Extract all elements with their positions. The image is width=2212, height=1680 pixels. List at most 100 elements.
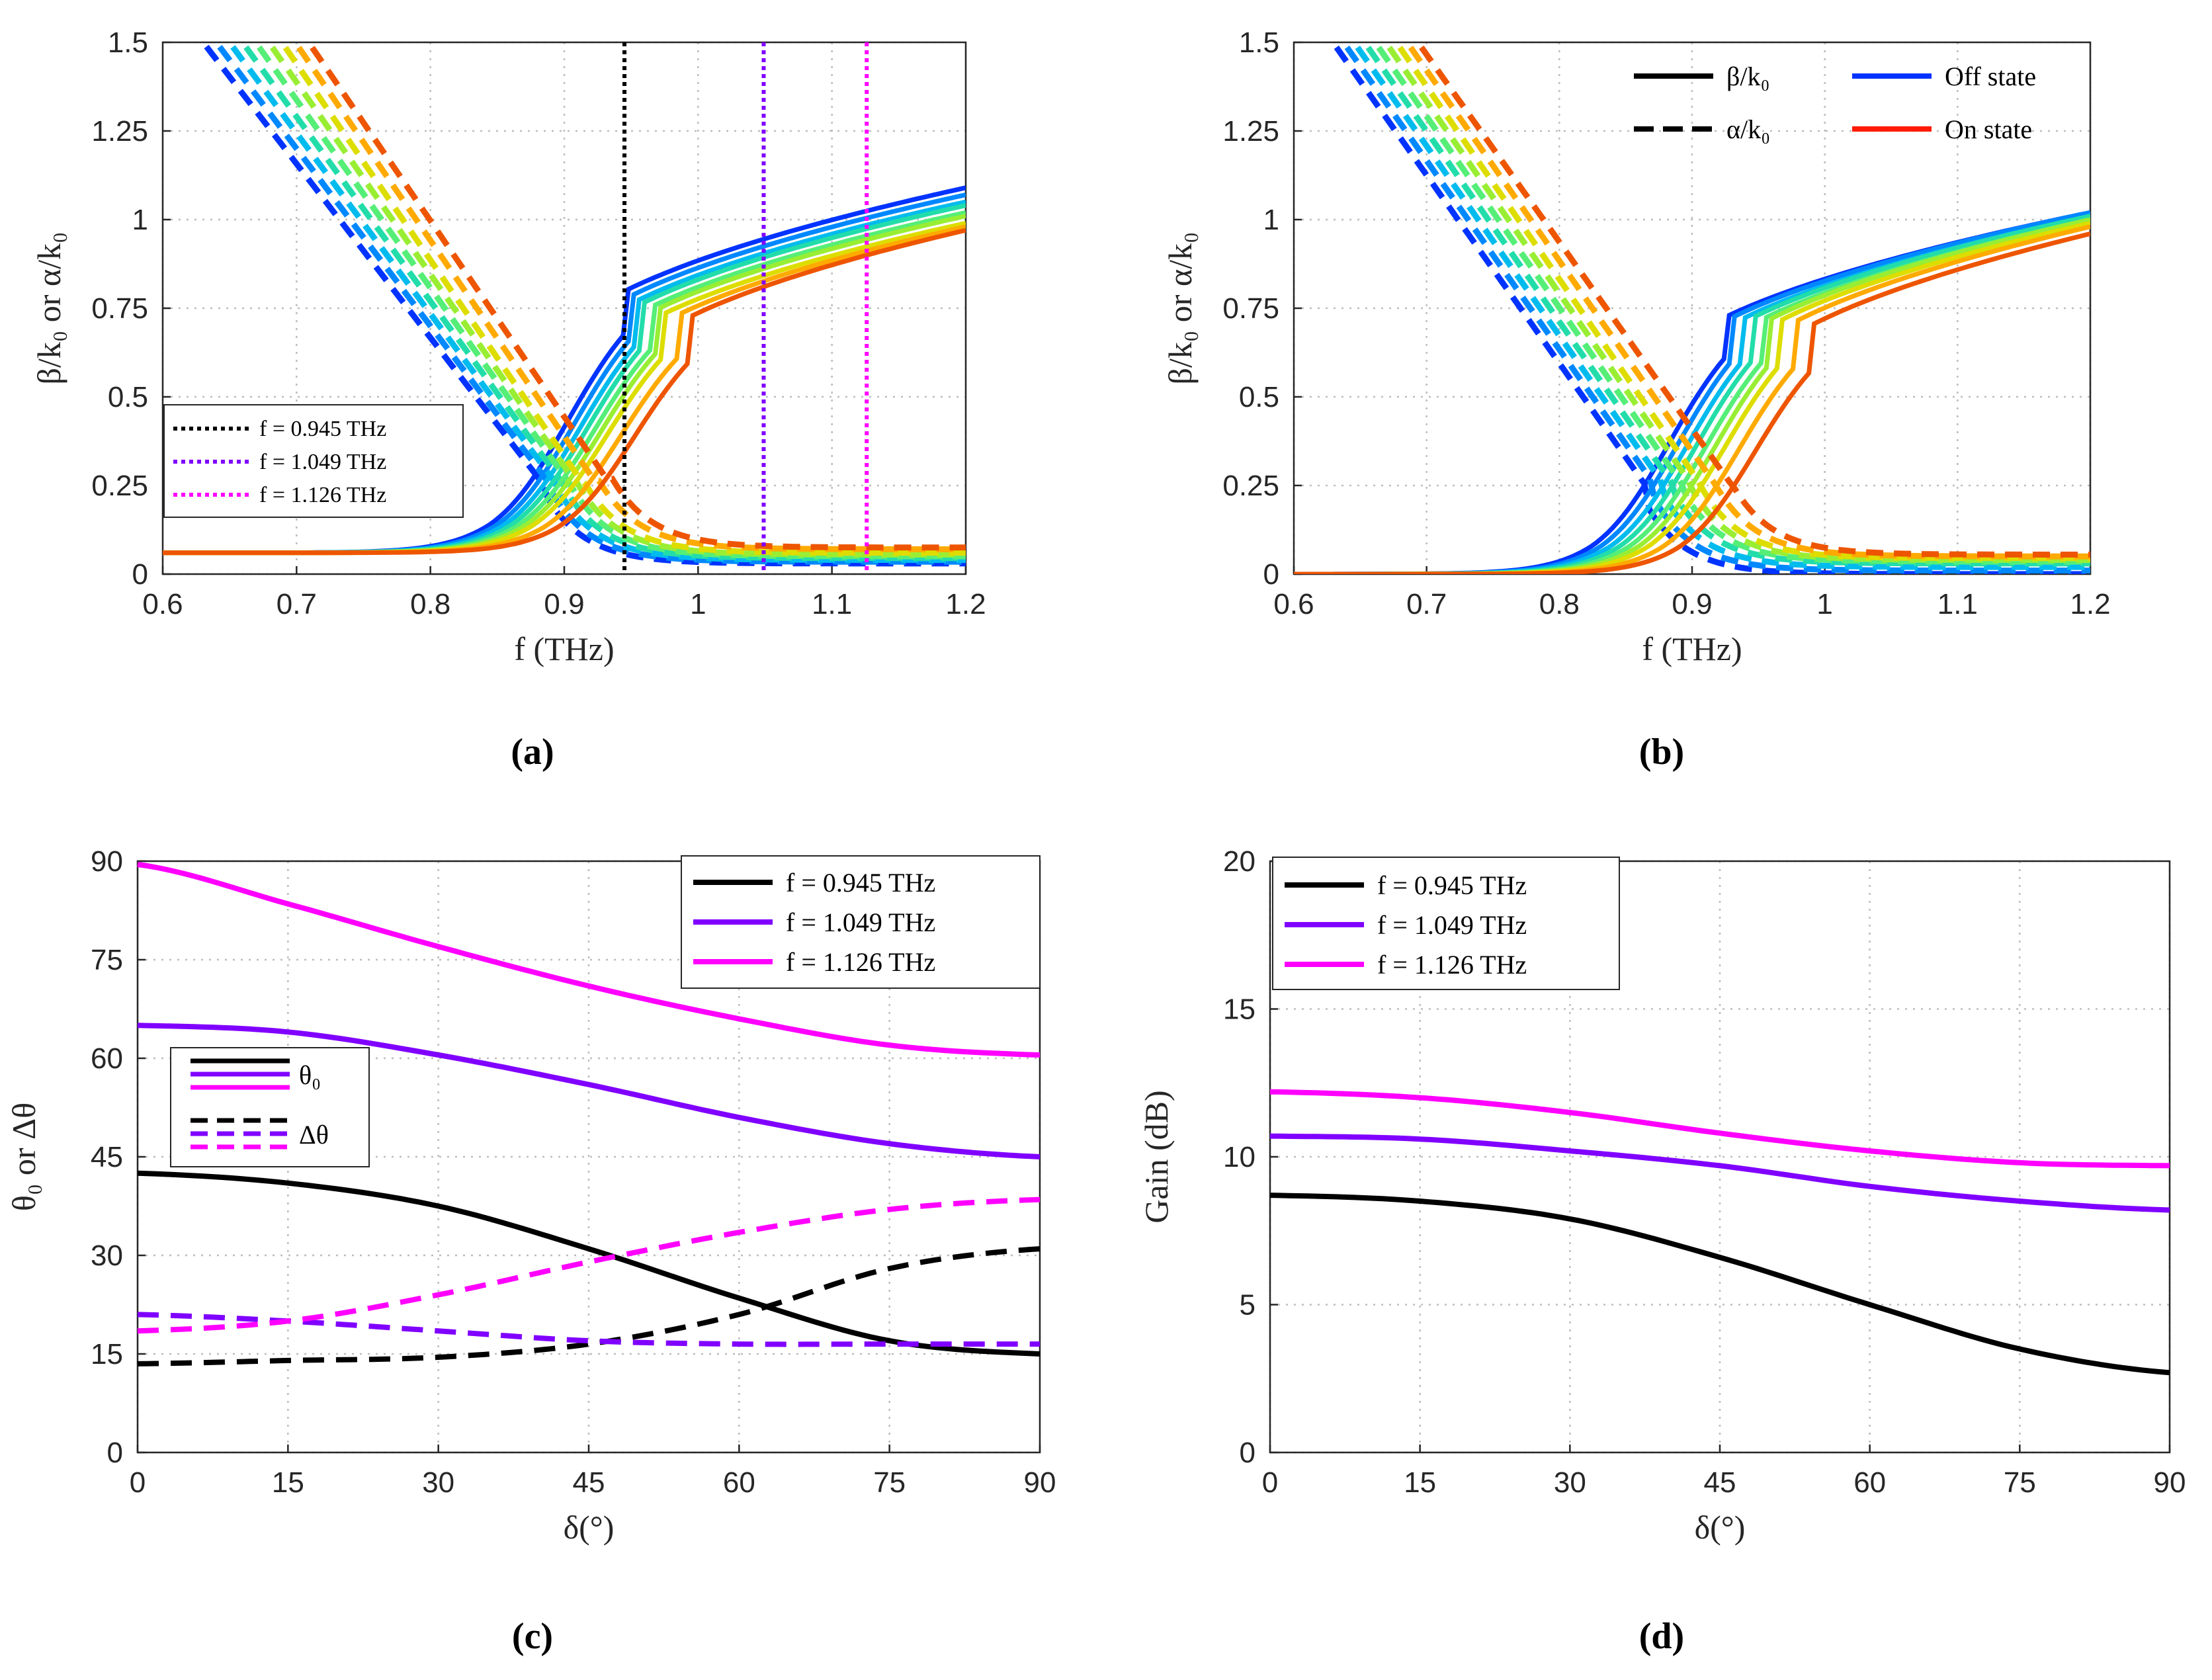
x-tick-label: 0.9 — [544, 588, 584, 620]
x-tick-label: 15 — [1404, 1466, 1436, 1499]
x-tick-label: 90 — [1024, 1466, 1056, 1499]
plot-frame — [161, 41, 967, 575]
legend-label: f = 1.049 THz — [259, 450, 386, 474]
alpha-curve-3 — [226, 42, 966, 564]
legend-label: On state — [1945, 114, 2032, 144]
y-tick-label: 15 — [91, 1338, 123, 1370]
y-tick-label: 15 — [1223, 993, 1255, 1026]
series-line-1 — [137, 1170, 1041, 1357]
x-tick-label: 0 — [130, 1466, 146, 1499]
alpha-curve-3 — [1350, 42, 2090, 570]
y-tick-label: 30 — [91, 1239, 123, 1272]
y-tick-label: 0.5 — [108, 381, 148, 413]
alpha-curve-6 — [1382, 42, 2090, 564]
plot-frame — [1293, 41, 2092, 575]
x-tick-label: 30 — [1554, 1466, 1586, 1499]
x-tick-label: 75 — [2004, 1466, 2036, 1499]
y-tick-label: 0 — [132, 558, 148, 591]
legend-label: β/k₀ — [1726, 62, 1769, 91]
x-tick-label: 0.9 — [1672, 588, 1712, 620]
x-tick-label: 30 — [422, 1466, 454, 1499]
panel-label: (c) — [512, 1616, 553, 1657]
series-line-2 — [137, 1023, 1041, 1159]
y-tick-label: 0 — [107, 1437, 123, 1469]
legend-label: f = 0.945 THz — [786, 868, 935, 898]
alpha-curve-7 — [1392, 42, 2090, 562]
x-tick-label: 0.8 — [1539, 588, 1580, 620]
alpha-curve-1 — [1329, 42, 2090, 574]
y-tick-label: 1.25 — [91, 115, 148, 147]
legend-label: θ₀ — [299, 1060, 321, 1090]
y-tick-label: 0.25 — [1222, 470, 1279, 502]
legend-label: f = 0.945 THz — [259, 417, 386, 441]
y-tick-label: 1.5 — [1239, 26, 1279, 59]
y-tick-label: 0.25 — [91, 470, 148, 502]
series-line-3 — [137, 862, 1041, 1058]
panel-label: (b) — [1639, 732, 1684, 773]
x-tick-label: 15 — [272, 1466, 304, 1499]
panel-b: 0.6 0.7 0.8 0.9 1 1.1 1.2 0 0.25 0.5 0.75 1 1.25 1.5 f… — [1162, 26, 2111, 773]
x-tick-label: 0.6 — [1273, 588, 1314, 620]
x-axis-label: δ(°) — [564, 1509, 615, 1546]
panel-d: 0 15 30 45 60 75 90 0 5 10 15 20 δ(°) Gain (dB) (d) f =… — [1138, 845, 2186, 1657]
x-tick-label: 1.1 — [812, 588, 852, 620]
beta-curve-9 — [1294, 231, 2090, 574]
y-tick-label: 0.5 — [1239, 381, 1279, 413]
y-tick-label: 0.75 — [91, 292, 148, 325]
x-axis-label: f (THz) — [514, 630, 614, 667]
x-tick-label: 75 — [873, 1466, 906, 1499]
panel-label: (d) — [1639, 1616, 1684, 1657]
y-tick-label: 1.25 — [1222, 115, 1279, 147]
y-tick-label: 1 — [1263, 204, 1279, 236]
alpha-curve-4 — [239, 42, 963, 562]
x-tick-label: 90 — [2154, 1466, 2186, 1499]
panel-a: 0.6 0.7 0.8 0.9 1 1.1 1.2 0 0.25 0.5 0.75 1 1.25 1.5 f… — [30, 26, 986, 773]
y-tick-label: 75 — [91, 944, 123, 976]
legend-label: Off state — [1945, 62, 2036, 91]
x-tick-label: 0.8 — [410, 588, 450, 620]
x-tick-label: 60 — [723, 1466, 755, 1499]
panel-label: (a) — [511, 732, 554, 773]
series-line-4 — [137, 1246, 1041, 1366]
y-tick-label: 0 — [1263, 558, 1279, 591]
x-tick-label: 0.6 — [142, 588, 183, 620]
x-tick-label: 1 — [1816, 588, 1832, 620]
y-tick-label: 45 — [91, 1141, 123, 1173]
alpha-curve-9 — [305, 42, 966, 551]
y-tick-label: 5 — [1240, 1289, 1255, 1322]
x-tick-label: 60 — [1853, 1466, 1886, 1499]
legend-label: f = 1.049 THz — [1377, 910, 1527, 940]
panel-c: 0 15 30 45 60 75 90 0 15 30 45 60 75 90 δ(°) θ₀ or Δθ (c… — [5, 845, 1056, 1657]
x-tick-label: 1.2 — [2070, 588, 2110, 620]
alpha-curve-8 — [1403, 42, 2090, 560]
alpha-curve-9 — [1414, 42, 2090, 558]
alpha-curve-5 — [251, 42, 966, 560]
y-tick-label: 0.75 — [1222, 292, 1279, 325]
series-line-1 — [1269, 1193, 2170, 1376]
legend-label: α/k₀ — [1726, 114, 1770, 144]
y-tick-label: 20 — [1223, 845, 1255, 878]
alpha-curve-2 — [212, 42, 963, 565]
y-tick-label: 60 — [91, 1042, 123, 1075]
alpha-curve-2 — [1340, 42, 2090, 574]
y-tick-label: 1.5 — [108, 26, 148, 59]
legend-label: Δθ — [299, 1120, 329, 1150]
legend-box — [163, 404, 464, 518]
y-axis-label: θ₀ or Δθ — [5, 1103, 42, 1211]
curves — [1294, 42, 2090, 574]
y-axis-label: Gain (dB) — [1138, 1090, 1175, 1223]
beta-curve-9 — [163, 228, 966, 556]
x-axis-label: δ(°) — [1695, 1509, 1746, 1546]
x-tick-label: 0.7 — [276, 588, 317, 620]
legend-label: f = 1.049 THz — [786, 907, 935, 937]
y-axis-label: β/k₀ or α/k₀ — [1162, 232, 1199, 385]
x-axis-label: f (THz) — [1642, 630, 1742, 667]
series-line-3 — [1269, 1089, 2170, 1169]
curves — [163, 42, 966, 567]
legend-label: f = 1.126 THz — [786, 947, 935, 977]
legend-label: f = 0.945 THz — [1377, 870, 1527, 900]
plot-frame — [1269, 860, 2171, 1454]
legend-label: f = 1.126 THz — [259, 483, 386, 507]
x-tick-label: 1.2 — [945, 588, 986, 620]
